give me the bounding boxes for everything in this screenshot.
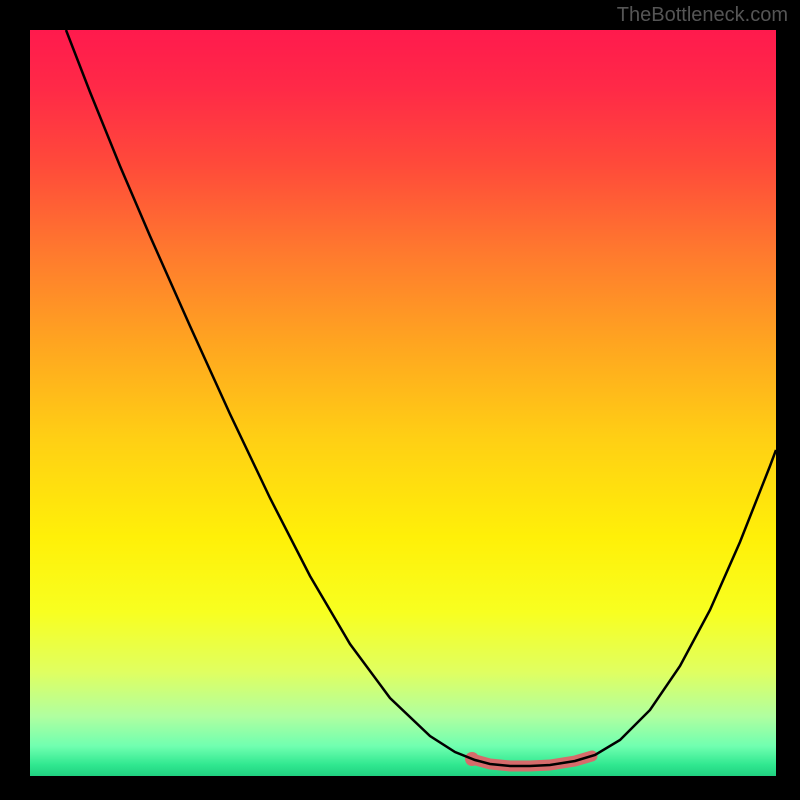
performance-curve	[66, 30, 776, 766]
plot-area	[30, 30, 776, 776]
attribution-text: TheBottleneck.com	[617, 4, 788, 27]
bottleneck-curve	[30, 30, 776, 776]
